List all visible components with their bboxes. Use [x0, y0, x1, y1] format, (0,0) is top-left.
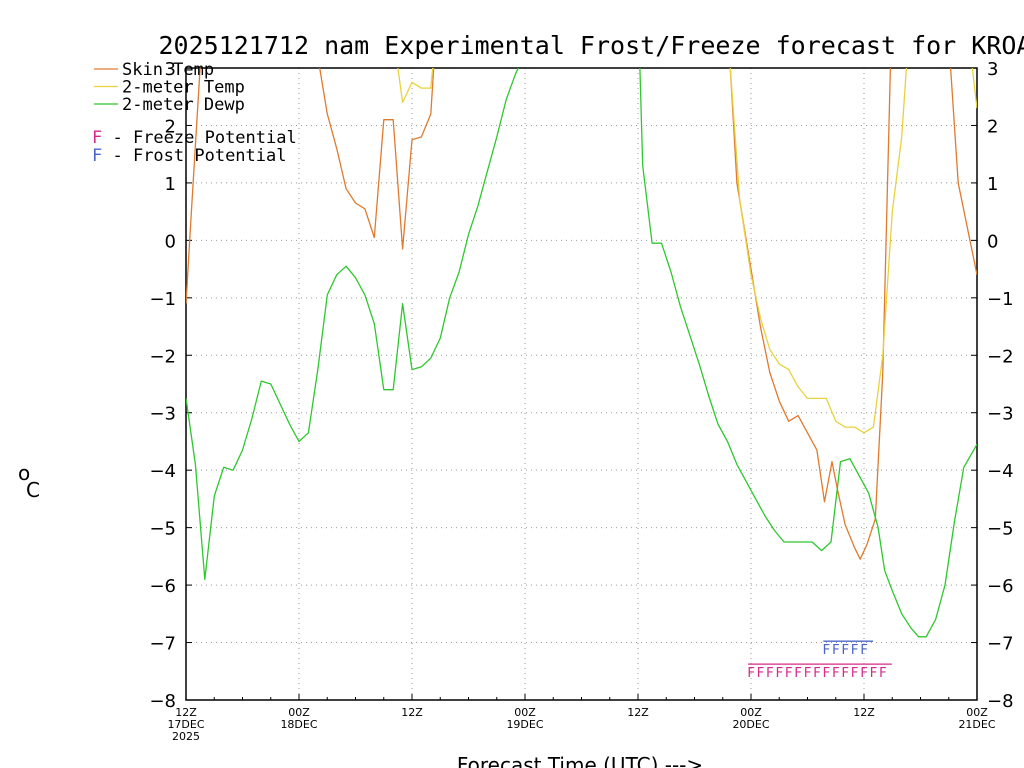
chart-title: 2025121712 nam Experimental Frost/Freeze…: [159, 31, 1024, 60]
series-2-meter-dewp-segment-1: [186, 68, 519, 580]
potential-markers: F F F F F F F F F F F F F F FF F F F F: [747, 640, 892, 681]
x-tick-label: 00Z: [514, 706, 536, 719]
y-tick-label-left: −7: [149, 634, 176, 655]
x-tick-label: 00Z: [288, 706, 310, 719]
potential-legend-letter: F: [92, 128, 102, 148]
series-skin-temp-segment-4: [949, 68, 977, 275]
x-tick-label: 00Z: [966, 706, 988, 719]
x-tick-label: 00Z: [740, 706, 762, 719]
freeze-potential-marker: F: [813, 666, 821, 681]
y-tick-label-right: −7: [987, 634, 1014, 655]
legend-label: 2-meter Temp: [122, 78, 245, 98]
series-skin-temp-segment-2: [319, 68, 435, 250]
y-tick-label-right: −6: [987, 576, 1014, 597]
y-tick-label-left: 2: [165, 116, 176, 137]
y-tick-label-right: 0: [987, 231, 998, 252]
series-2-meter-temp-segment-3: [971, 68, 977, 109]
freeze-potential-marker: F: [785, 666, 793, 681]
y-axis-right-labels: 3 2 1 0 −1 −2 −3 −4 −5 −6 −7 −8: [987, 59, 1014, 712]
series-layer: [186, 68, 977, 638]
x-tick-label: 12Z: [175, 706, 197, 719]
y-axis-left-labels: 3 2 1 0 −1 −2 −3 −4 −5 −6 −7 −8: [149, 59, 176, 712]
y-tick-label-right: −5: [987, 519, 1014, 540]
freeze-potential-marker: F: [766, 666, 774, 681]
frost-potential-marker: F: [841, 643, 849, 658]
potential-legend-text: - Frost Potential: [102, 146, 286, 166]
y-axis-label-unit: C: [26, 478, 40, 502]
x-tick-label: 20DEC: [732, 718, 769, 731]
plot-frame: [185, 67, 978, 701]
y-tick-label-left: 0: [165, 231, 176, 252]
legend-label: 2-meter Dewp: [122, 95, 245, 115]
y-axis-label-degree: o: [18, 461, 30, 485]
y-tick-label-right: 2: [987, 116, 998, 137]
x-tick-label: 19DEC: [506, 718, 543, 731]
frost-potential-marker: F: [832, 643, 840, 658]
freeze-potential-marker: F: [794, 666, 802, 681]
y-tick-label-left: −4: [149, 461, 176, 482]
freeze-potential-marker: F: [757, 666, 765, 681]
freeze-potential-marker: F: [804, 666, 812, 681]
freeze-potential-marker: F: [747, 666, 755, 681]
gridlines: [186, 68, 977, 700]
x-tick-label: 12Z: [627, 706, 649, 719]
axis-ticks: [185, 67, 978, 701]
freeze-potential-marker: F: [870, 666, 878, 681]
y-tick-label-left: −5: [149, 519, 176, 540]
freeze-potential-marker: F: [841, 666, 849, 681]
x-axis-label: Forecast Time (UTC) --->: [457, 753, 703, 768]
frost-potential-marker: F: [860, 643, 868, 658]
series-2-meter-dewp-segment-2: [639, 68, 977, 638]
freeze-potential-marker: F: [822, 666, 830, 681]
legend-label: Skin Temp: [122, 60, 214, 80]
frost-potential-marker: F: [822, 643, 830, 658]
y-tick-label-left: −8: [149, 691, 176, 712]
freeze-potential-marker: F: [851, 666, 859, 681]
freeze-potential-marker: F: [860, 666, 868, 681]
y-tick-label-left: −1: [149, 289, 176, 310]
freeze-potential-marker: F: [879, 666, 887, 681]
y-tick-label-left: 1: [165, 174, 176, 195]
y-tick-label-right: −4: [987, 461, 1014, 482]
y-axis-label: o C: [18, 461, 40, 502]
y-tick-label-right: −1: [987, 289, 1014, 310]
y-tick-label-right: −2: [987, 346, 1014, 367]
y-tick-label-left: −6: [149, 576, 176, 597]
y-tick-label-left: −2: [149, 346, 176, 367]
y-tick-label-left: 3: [165, 59, 176, 80]
x-tick-label: 21DEC: [958, 718, 995, 731]
potential-legend-letter: F: [92, 146, 102, 166]
x-tick-label: 18DEC: [280, 718, 317, 731]
y-tick-label-right: −3: [987, 404, 1014, 425]
x-tick-label: 12Z: [401, 706, 423, 719]
series-2-meter-temp-segment-1: [397, 68, 434, 104]
y-tick-label-right: −8: [987, 691, 1014, 712]
frost-potential-marker: F: [851, 643, 859, 658]
series-2-meter-temp-segment-2: [729, 68, 908, 434]
potential-legend-text: - Freeze Potential: [102, 128, 296, 148]
series-skin-temp-segment-1: [186, 68, 201, 304]
potential-legend-entry: F - Frost Potential: [92, 146, 286, 166]
series-skin-temp-segment-3: [729, 68, 892, 560]
x-tick-label: 17DEC: [167, 718, 204, 731]
y-tick-label-right: 1: [987, 174, 998, 195]
x-tick-label: 2025: [172, 730, 200, 743]
y-tick-label-left: −3: [149, 404, 176, 425]
freeze-potential-marker: F: [775, 666, 783, 681]
potential-legend-entry: F - Freeze Potential: [92, 128, 297, 148]
y-tick-label-right: 3: [987, 59, 998, 80]
freeze-potential-marker: F: [832, 666, 840, 681]
x-tick-label: 12Z: [853, 706, 875, 719]
